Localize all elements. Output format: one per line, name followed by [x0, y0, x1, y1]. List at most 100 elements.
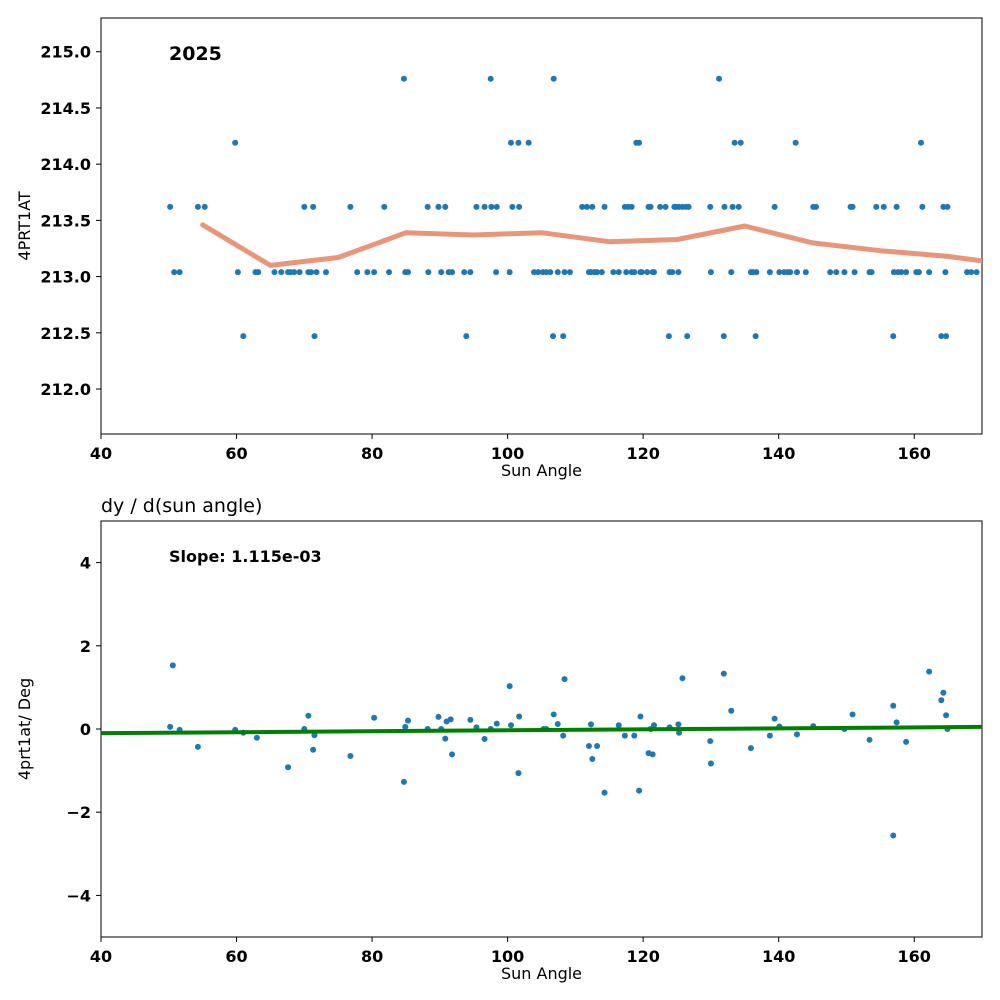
- data-point: [787, 269, 794, 276]
- data-point: [707, 269, 714, 276]
- data-point: [493, 720, 500, 727]
- data-point: [561, 676, 568, 683]
- data-point: [731, 139, 738, 146]
- data-point: [253, 734, 260, 741]
- subplot-title: dy / d(sun angle): [101, 495, 262, 517]
- x-axis-label: Sun Angle: [501, 461, 582, 480]
- data-point: [550, 75, 557, 82]
- data-point: [463, 333, 470, 340]
- data-point: [720, 670, 727, 677]
- data-point: [311, 732, 318, 739]
- data-point: [424, 203, 431, 210]
- data-point: [890, 333, 897, 340]
- data-point: [636, 787, 643, 794]
- data-point: [657, 203, 664, 210]
- data-point: [278, 269, 285, 276]
- bottom-panel: 40 60 80 100 120 140 160 −4 −2 0 2 4 Sun Angle 4prt1a…: [15, 495, 983, 983]
- data-point: [679, 675, 686, 682]
- data-point: [442, 203, 449, 210]
- data-point: [310, 203, 317, 210]
- data-point: [232, 139, 239, 146]
- data-point: [487, 75, 494, 82]
- data-point: [481, 203, 488, 210]
- data-point: [766, 269, 773, 276]
- x-tick-label: 60: [225, 947, 247, 966]
- data-point: [866, 736, 873, 743]
- y-axis-label: 4PRT1AT: [15, 191, 34, 260]
- y-tick-label: 212.0: [40, 380, 91, 399]
- data-point: [402, 723, 409, 730]
- data-point: [322, 269, 329, 276]
- data-point: [255, 269, 262, 276]
- data-point: [598, 269, 605, 276]
- data-point: [594, 743, 601, 750]
- data-point: [926, 269, 933, 276]
- data-point: [893, 719, 900, 726]
- data-point: [729, 203, 736, 210]
- data-point: [447, 716, 454, 723]
- data-point: [301, 203, 308, 210]
- data-point: [827, 269, 834, 276]
- data-point: [890, 702, 897, 709]
- data-point: [347, 203, 354, 210]
- data-point: [516, 203, 523, 210]
- data-point: [493, 269, 500, 276]
- data-point: [438, 269, 445, 276]
- data-point: [669, 269, 676, 276]
- data-point: [467, 269, 474, 276]
- data-point: [793, 269, 800, 276]
- data-point: [707, 738, 714, 745]
- data-point: [508, 139, 515, 146]
- y-tick-label: 213.5: [40, 211, 91, 230]
- data-point: [675, 269, 682, 276]
- data-point: [968, 269, 975, 276]
- x-tick-label: 120: [626, 947, 659, 966]
- data-point: [176, 269, 183, 276]
- data-point: [650, 722, 657, 729]
- data-point: [311, 333, 318, 340]
- data-point: [644, 269, 651, 276]
- data-point: [550, 333, 557, 340]
- data-point: [771, 715, 778, 722]
- data-point: [940, 689, 947, 696]
- data-point: [516, 713, 523, 720]
- data-point: [425, 269, 432, 276]
- data-point: [615, 722, 622, 729]
- data-point: [404, 269, 411, 276]
- x-tick-label: 140: [762, 444, 795, 463]
- data-point: [400, 778, 407, 785]
- data-point: [610, 269, 617, 276]
- data-point: [893, 203, 900, 210]
- data-point: [647, 203, 654, 210]
- data-point: [579, 203, 586, 210]
- data-point: [637, 713, 644, 720]
- data-point: [943, 712, 950, 719]
- data-point: [601, 789, 608, 796]
- data-point: [650, 269, 657, 276]
- x-tick-label: 80: [361, 444, 383, 463]
- data-point: [560, 732, 567, 739]
- data-point: [435, 713, 442, 720]
- data-point: [525, 139, 532, 146]
- data-point: [449, 269, 456, 276]
- data-point: [169, 662, 176, 669]
- data-point: [873, 203, 880, 210]
- data-point: [943, 333, 950, 340]
- data-point: [481, 735, 488, 742]
- data-point: [938, 697, 945, 704]
- data-point: [313, 269, 320, 276]
- data-point: [662, 203, 669, 210]
- data-point: [938, 333, 945, 340]
- data-point: [973, 269, 980, 276]
- data-point: [560, 333, 567, 340]
- y-axis-label: 4prt1at/ Deg: [15, 678, 34, 780]
- data-point: [880, 203, 887, 210]
- data-point: [589, 755, 596, 762]
- data-layer: [101, 662, 982, 839]
- data-point: [919, 203, 926, 210]
- data-point: [942, 269, 949, 276]
- data-point: [636, 139, 643, 146]
- data-point: [167, 203, 174, 210]
- data-point: [473, 203, 480, 210]
